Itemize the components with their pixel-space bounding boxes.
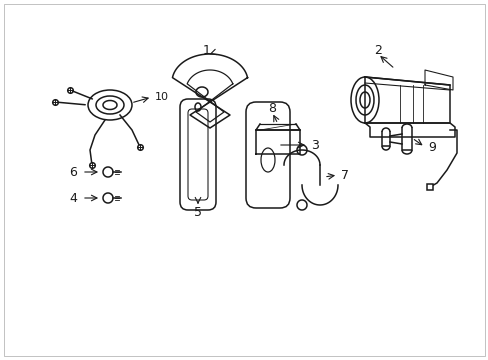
- Text: 7: 7: [340, 168, 348, 181]
- Text: 2: 2: [373, 44, 381, 57]
- Text: 6: 6: [69, 166, 77, 179]
- Text: 1: 1: [203, 44, 210, 57]
- Text: 4: 4: [69, 192, 77, 204]
- Text: 9: 9: [427, 140, 435, 153]
- Text: 5: 5: [194, 206, 202, 219]
- Text: 10: 10: [155, 92, 169, 102]
- Text: 3: 3: [310, 139, 318, 152]
- Text: 8: 8: [267, 102, 275, 114]
